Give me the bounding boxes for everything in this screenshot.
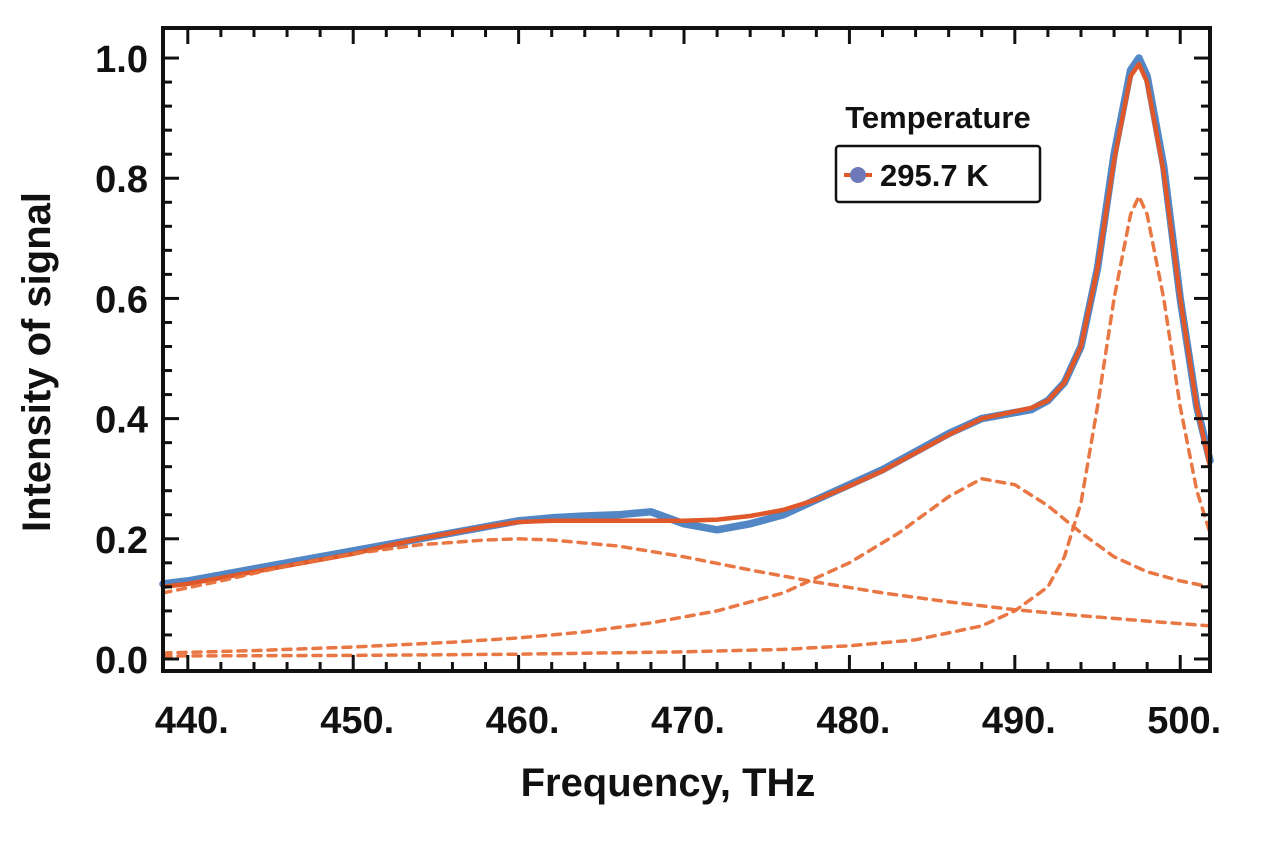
y-tick-label: 0.6 bbox=[95, 279, 148, 321]
x-tick-label: 470. bbox=[651, 700, 725, 742]
series-layer bbox=[159, 54, 1214, 658]
legend-entry-label: 295.7 K bbox=[880, 158, 989, 193]
series-component-3-line bbox=[161, 194, 1212, 658]
x-tick-label: 460. bbox=[486, 700, 560, 742]
x-axis-title: Frequency, THz bbox=[521, 761, 816, 805]
y-tick-label: 1.0 bbox=[95, 39, 148, 81]
x-tick-label: 480. bbox=[816, 700, 890, 742]
y-tick-label: 0.0 bbox=[95, 640, 148, 682]
y-tick-label: 0.2 bbox=[95, 520, 148, 562]
series-component-2-line bbox=[161, 476, 1212, 655]
plot-frame bbox=[161, 26, 1212, 673]
y-tick-label: 0.8 bbox=[95, 159, 148, 201]
legend: Temperature 295.7 K bbox=[834, 100, 1042, 204]
x-tick-label: 450. bbox=[320, 700, 394, 742]
y-axis-title: Intensity of signal bbox=[15, 192, 59, 532]
x-tick-label: 500. bbox=[1147, 700, 1221, 742]
tick-layer bbox=[163, 28, 1210, 671]
series-component-1-line bbox=[161, 537, 1212, 628]
x-tick-labels: 440. 450. 460. 470. 480. 490. 500. bbox=[155, 700, 1221, 742]
y-tick-labels: 0.0 0.2 0.4 0.6 0.8 1.0 bbox=[95, 39, 148, 682]
legend-swatch-marker bbox=[850, 167, 866, 183]
y-tick-label: 0.4 bbox=[95, 400, 148, 442]
x-tick-label: 490. bbox=[982, 700, 1056, 742]
legend-title: Temperature bbox=[845, 100, 1031, 135]
legend-box bbox=[834, 144, 1042, 204]
x-tick-label: 440. bbox=[155, 700, 229, 742]
